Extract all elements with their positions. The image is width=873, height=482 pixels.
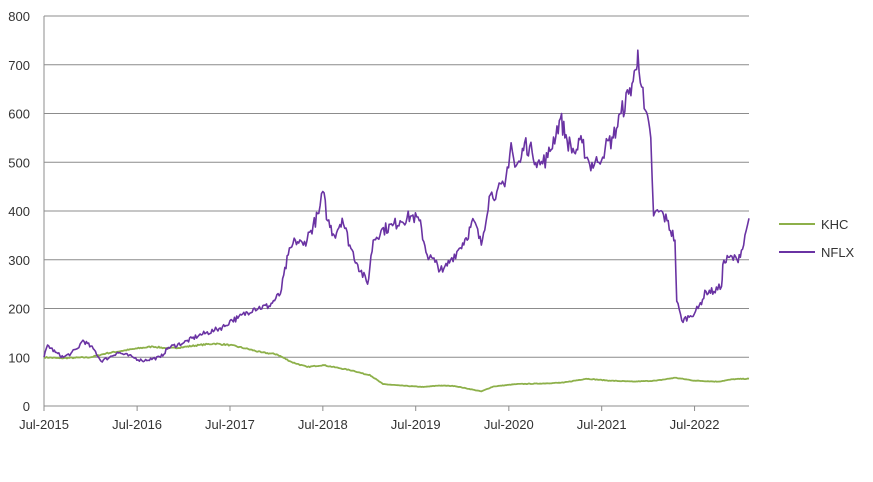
legend-label-khc: KHC: [821, 217, 848, 232]
y-tick-label: 600: [8, 107, 30, 122]
x-tick-label: Jul-2018: [298, 417, 348, 432]
x-tick-label: Jul-2022: [670, 417, 720, 432]
series-line-khc: [43, 342, 750, 393]
gridlines: [44, 15, 749, 358]
y-tick-label: 100: [8, 350, 30, 365]
series-lines: [43, 49, 750, 393]
x-tick-label: Jul-2019: [391, 417, 441, 432]
y-tick-label: 300: [8, 253, 30, 268]
axes: 0 100 200 300 400 500 600 700 800 Jul-2015 Jul-201…: [8, 9, 749, 432]
legend-label-nflx: NFLX: [821, 245, 855, 260]
y-tick-label: 800: [8, 9, 30, 24]
y-tick-label: 500: [8, 155, 30, 170]
legend: KHC NFLX: [779, 217, 855, 260]
y-tick-label: 200: [8, 302, 30, 317]
x-tick-label: Jul-2021: [577, 417, 627, 432]
y-tick-label: 0: [23, 399, 30, 414]
x-tick-label: Jul-2015: [19, 417, 69, 432]
series-line-nflx: [43, 49, 750, 363]
x-tick-label: Jul-2020: [484, 417, 534, 432]
x-tick-label: Jul-2017: [205, 417, 255, 432]
y-tick-label: 700: [8, 58, 30, 73]
y-tick-label: 400: [8, 204, 30, 219]
x-tick-label: Jul-2016: [112, 417, 162, 432]
